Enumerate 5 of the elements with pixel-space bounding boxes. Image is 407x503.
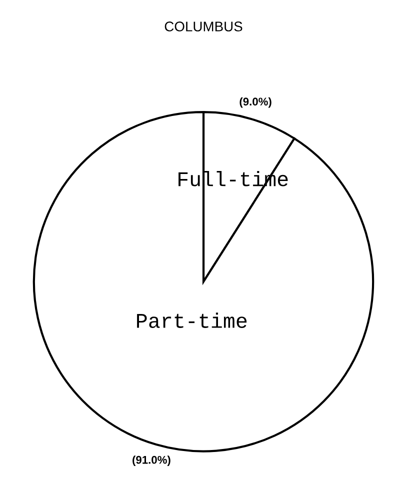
- slice-label: Part-time: [137, 312, 247, 328]
- data-label: (9.0%): [240, 97, 272, 108]
- pie-slice: [32, 111, 374, 452]
- chart-title: COLUMBUS: [164, 22, 242, 32]
- data-label: (91.0%): [132, 456, 170, 466]
